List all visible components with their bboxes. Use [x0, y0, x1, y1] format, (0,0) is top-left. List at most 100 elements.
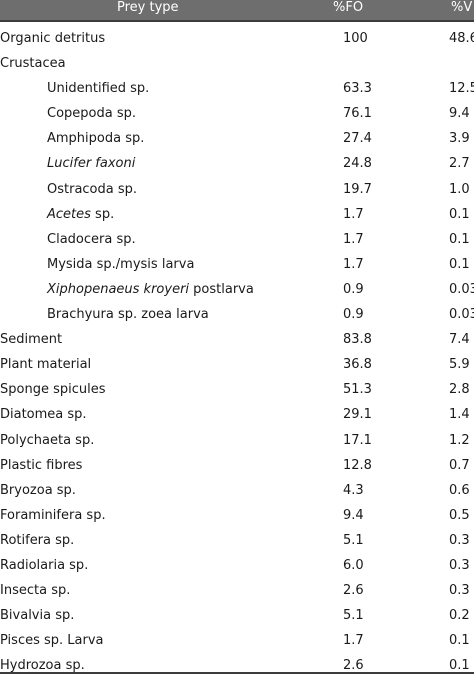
- prey-name: Mysida sp./mysis larva: [47, 256, 195, 272]
- prey-name: Plastic fibres: [0, 457, 83, 473]
- prey-name: Lucifer faxoni: [47, 151, 135, 176]
- fo-value: 2.6: [343, 658, 364, 674]
- table-row: Sediment 83.8 7.4: [0, 327, 474, 352]
- v-value: 9.4: [449, 106, 470, 122]
- table-row: Sponge spicules 51.3 2.8: [0, 377, 474, 402]
- prey-name: Bivalvia sp.: [0, 608, 75, 624]
- table-row: Organic detritus 100 48.64: [0, 26, 474, 51]
- table-row: Diatomea sp. 29.1 1.4: [0, 402, 474, 427]
- table-row: Pisces sp. Larva 1.7 0.1: [0, 628, 474, 653]
- v-value: 1.2: [449, 432, 470, 448]
- prey-name: Unidentified sp.: [47, 81, 150, 97]
- fo-value: 100: [343, 31, 368, 46]
- table-row: Cladocera sp. 1.7 0.1: [0, 227, 474, 252]
- v-value: 0.036: [449, 281, 474, 297]
- fo-value: 1.7: [343, 633, 364, 649]
- prey-name: Sponge spicules: [0, 382, 106, 398]
- fo-value: 1.7: [343, 256, 364, 272]
- prey-name: Amphipoda sp.: [47, 131, 145, 147]
- table-bottom-rule: [0, 672, 474, 674]
- v-value: 0.3: [449, 583, 470, 599]
- v-value: 12.56: [449, 81, 474, 97]
- header-v: %V: [451, 0, 473, 15]
- fo-value: 9.4: [343, 507, 364, 523]
- fo-value: 0.9: [343, 307, 364, 323]
- v-value: 0.6: [449, 482, 470, 498]
- prey-name-italic: Lucifer faxoni: [47, 156, 136, 172]
- v-value: 3.9: [449, 131, 470, 147]
- table-row: Xiphopenaeus kroyeri postlarva 0.9 0.036: [0, 277, 474, 302]
- prey-name: Brachyura sp. zoea larva: [47, 307, 209, 323]
- v-value: 0.1: [449, 658, 470, 674]
- fo-value: 19.7: [343, 181, 372, 197]
- v-value: 2.8: [449, 382, 470, 398]
- fo-value: 1.7: [343, 231, 364, 247]
- table-row: Bryozoa sp. 4.3 0.6: [0, 478, 474, 503]
- fo-value: 6.0: [343, 557, 364, 573]
- prey-name: Crustacea: [0, 56, 66, 72]
- fo-value: 12.8: [343, 457, 372, 473]
- table-row: Lucifer faxoni 24.8 2.7: [0, 151, 474, 176]
- prey-name: Pisces sp. Larva: [0, 633, 104, 649]
- table-row: Crustacea: [0, 51, 474, 76]
- fo-value: 2.6: [343, 583, 364, 599]
- prey-name: Cladocera sp.: [47, 231, 136, 247]
- prey-name: Bryozoa sp.: [0, 482, 76, 498]
- table-row: Copepoda sp. 76.1 9.4: [0, 101, 474, 126]
- prey-name: Acetes sp.: [47, 202, 114, 227]
- v-value: 7.4: [449, 332, 470, 348]
- table-row: Radiolaria sp. 6.0 0.3: [0, 553, 474, 578]
- prey-name: Hydrozoa sp.: [0, 658, 85, 674]
- fo-value: 29.1: [343, 407, 372, 423]
- table-header: Prey type %FO %V: [0, 0, 474, 22]
- v-value: 1.4: [449, 407, 470, 423]
- prey-name-rest: sp.: [90, 206, 115, 222]
- prey-name: Ostracoda sp.: [47, 181, 138, 197]
- v-value: 0.2: [449, 608, 470, 624]
- prey-name-italic: Xiphopenaeus kroyeri: [47, 281, 190, 297]
- v-value: 0.1: [449, 633, 470, 649]
- prey-name: Polychaeta sp.: [0, 432, 95, 448]
- table-row: Mysida sp./mysis larva 1.7 0.1: [0, 252, 474, 277]
- header-prey-type: Prey type: [117, 0, 179, 15]
- fo-value: 63.3: [343, 81, 372, 97]
- prey-name: Foraminifera sp.: [0, 507, 106, 523]
- table-row: Bivalvia sp. 5.1 0.2: [0, 603, 474, 628]
- fo-value: 24.8: [343, 156, 372, 172]
- v-value: 0.1: [449, 231, 470, 247]
- fo-value: 1.7: [343, 206, 364, 222]
- prey-name: Copepoda sp.: [47, 106, 136, 122]
- fo-value: 4.3: [343, 482, 364, 498]
- fo-value: 5.1: [343, 608, 364, 624]
- prey-name: Plant material: [0, 357, 92, 373]
- table-row: Brachyura sp. zoea larva 0.9 0.036: [0, 302, 474, 327]
- v-value: 48.64: [449, 31, 474, 46]
- v-value: 1.0: [449, 181, 470, 197]
- v-value: 2.7: [449, 156, 470, 172]
- prey-name: Diatomea sp.: [0, 407, 87, 423]
- prey-name: Rotifera sp.: [0, 532, 75, 548]
- v-value: 0.3: [449, 532, 470, 548]
- v-value: 0.3: [449, 557, 470, 573]
- fo-value: 83.8: [343, 332, 372, 348]
- fo-value: 17.1: [343, 432, 372, 448]
- table-row: Plastic fibres 12.8 0.7: [0, 453, 474, 478]
- table-body: Organic detritus 100 48.64 Crustacea Uni…: [0, 22, 474, 678]
- table-row: Foraminifera sp. 9.4 0.5: [0, 503, 474, 528]
- v-value: 0.036: [449, 307, 474, 323]
- table-row: Amphipoda sp. 27.4 3.9: [0, 126, 474, 151]
- v-value: 0.5: [449, 507, 470, 523]
- v-value: 5.9: [449, 357, 470, 373]
- header-fo: %FO: [333, 0, 364, 15]
- table-row: Plant material 36.8 5.9: [0, 352, 474, 377]
- prey-name: Organic detritus: [0, 31, 106, 46]
- fo-value: 27.4: [343, 131, 372, 147]
- prey-name: Sediment: [0, 332, 63, 348]
- prey-name-rest: postlarva: [189, 281, 254, 297]
- prey-name: Xiphopenaeus kroyeri postlarva: [47, 277, 254, 302]
- fo-value: 36.8: [343, 357, 372, 373]
- table-row: Acetes sp. 1.7 0.1: [0, 202, 474, 227]
- fo-value: 76.1: [343, 106, 372, 122]
- prey-name: Insecta sp.: [0, 583, 71, 599]
